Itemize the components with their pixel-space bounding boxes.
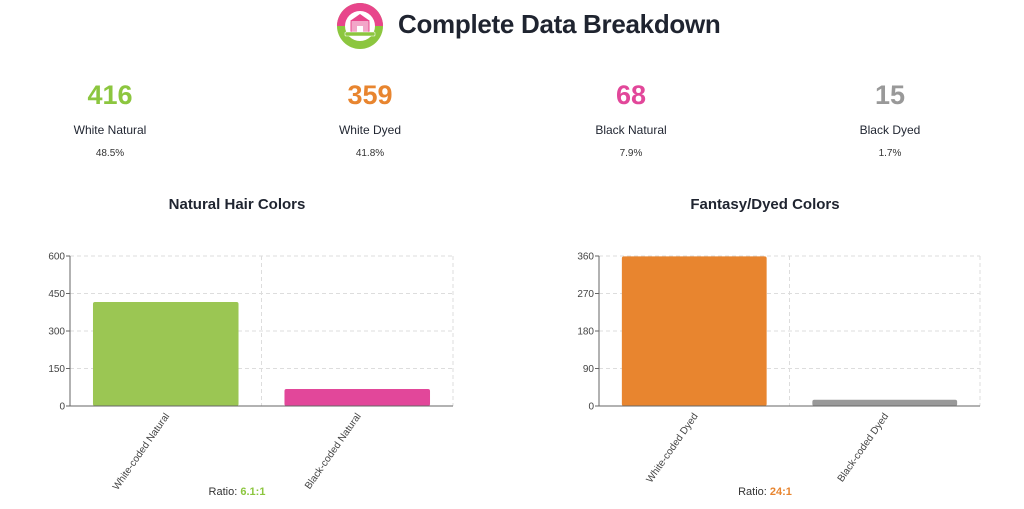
header: Complete Data Breakdown <box>0 0 1024 52</box>
bar[interactable] <box>812 399 958 406</box>
ratio-label: Ratio: <box>208 486 238 498</box>
y-tick-label: 300 <box>48 327 65 338</box>
y-tick-label: 150 <box>48 364 65 375</box>
stat-label: White Natural <box>73 123 147 137</box>
stat-black-dyed: 15 Black Dyed 1.7% <box>800 78 980 160</box>
bar[interactable] <box>284 389 431 406</box>
y-tick-label: 0 <box>588 402 594 413</box>
stat-value: 15 <box>874 80 906 110</box>
doll-shop-badge-icon <box>337 3 383 49</box>
ratio-dyed: Ratio: 24:1 <box>665 486 865 498</box>
stat-white-dyed: 359 White Dyed 41.8% <box>280 78 460 160</box>
bar[interactable] <box>621 256 767 406</box>
y-tick-label: 360 <box>577 252 594 263</box>
y-tick-label: 270 <box>577 289 594 300</box>
stat-percent: 7.9% <box>619 148 643 159</box>
ratio-natural: Ratio: 6.1:1 <box>137 486 337 498</box>
y-tick-label: 180 <box>577 327 594 338</box>
stat-black-natural: 68 Black Natural 7.9% <box>541 78 721 160</box>
stat-percent: 1.7% <box>878 148 902 159</box>
stat-value: 68 <box>615 80 647 110</box>
page-title: Complete Data Breakdown <box>398 9 721 39</box>
ratio-value: 24:1 <box>769 486 792 498</box>
ratio-value: 6.1:1 <box>240 486 266 498</box>
y-tick-label: 90 <box>583 364 595 375</box>
y-tick-label: 600 <box>48 252 65 263</box>
y-tick-label: 0 <box>59 402 65 413</box>
chart-title-dyed: Fantasy/Dyed Colors <box>690 196 840 213</box>
x-tick-label: Black-coded Dyed <box>836 411 892 484</box>
stat-value: 416 <box>87 80 133 110</box>
stat-label: Black Dyed <box>859 123 921 137</box>
bar[interactable] <box>92 302 239 406</box>
chart-title-natural: Natural Hair Colors <box>168 196 306 213</box>
stat-percent: 41.8% <box>355 148 385 159</box>
x-tick-label: White-coded Dyed <box>645 411 701 485</box>
stat-percent: 48.5% <box>95 148 125 159</box>
stat-label: White Dyed <box>338 123 402 137</box>
y-tick-label: 450 <box>48 289 65 300</box>
stat-value: 359 <box>347 80 393 110</box>
ratio-label: Ratio: <box>738 486 767 498</box>
stat-label: Black Natural <box>595 123 667 137</box>
stat-white-natural: 416 White Natural 48.5% <box>20 78 200 160</box>
